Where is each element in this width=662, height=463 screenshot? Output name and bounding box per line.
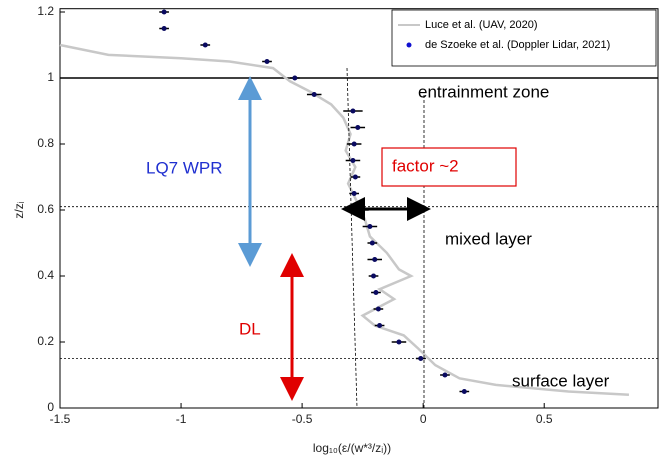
data-point — [350, 108, 356, 114]
annotation: DL — [239, 319, 261, 338]
data-point — [418, 356, 424, 361]
data-point — [351, 191, 357, 196]
y-tick-label: 0.4 — [37, 268, 54, 282]
annotation-box — [381, 147, 517, 187]
annotation: factor ~2 — [392, 156, 459, 175]
annotation: LQ7 WPR — [146, 158, 223, 177]
legend-swatch — [406, 42, 412, 48]
data-point — [375, 306, 381, 312]
x-tick-label: -1 — [176, 412, 187, 426]
y-tick-label: 0.8 — [37, 136, 54, 150]
data-point — [461, 389, 467, 394]
data-point — [311, 92, 317, 97]
data-point — [367, 224, 373, 229]
data-point — [161, 9, 167, 15]
y-tick-label: 1 — [47, 70, 54, 84]
data-line — [59, 43, 630, 397]
x-tick-label: -1.5 — [50, 412, 71, 426]
annotation: entrainment zone — [418, 82, 549, 101]
data-point — [371, 273, 377, 279]
annotation: mixed layer — [445, 229, 532, 248]
annotation: surface layer — [512, 371, 610, 390]
x-tick-label: 0.5 — [536, 412, 553, 426]
data-point — [373, 290, 379, 295]
data-point — [355, 125, 361, 130]
y-tick-label: 0 — [47, 400, 54, 414]
data-point — [372, 257, 378, 262]
y-tick-label: 1.2 — [37, 4, 54, 18]
data-point — [396, 339, 402, 345]
y-tick-label: 0.6 — [37, 202, 54, 216]
x-tick-label: 0 — [420, 412, 427, 426]
data-point — [264, 59, 270, 64]
data-point — [352, 174, 358, 180]
guide-line — [346, 67, 358, 409]
y-axis-label: z/zᵢ — [12, 201, 26, 218]
y-tick-label: 0.2 — [37, 334, 54, 348]
x-axis-label: log₁₀(ε/(w*³/zᵢ)) — [313, 441, 391, 455]
data-point — [202, 42, 208, 48]
data-point — [351, 141, 357, 147]
data-point — [292, 75, 298, 81]
legend: Luce et al. (UAV, 2020) de Szoeke et al. … — [391, 9, 657, 67]
x-tick-label: -0.5 — [292, 412, 313, 426]
data-point — [442, 372, 448, 378]
legend-label: Luce et al. (UAV, 2020) — [425, 19, 538, 31]
data-point — [377, 323, 383, 328]
data-point — [350, 158, 356, 163]
legend-box — [391, 9, 657, 67]
data-point — [369, 240, 375, 246]
legend-label: de Szoeke et al. (Doppler Lidar, 2021) — [425, 39, 610, 51]
data-point — [161, 26, 167, 31]
